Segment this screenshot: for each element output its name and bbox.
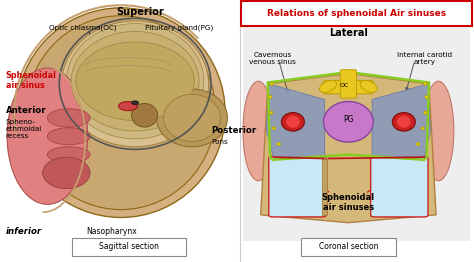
Ellipse shape [71,31,199,131]
Ellipse shape [319,80,337,92]
Text: Sphenoidal
air sinuses: Sphenoidal air sinuses [322,193,375,212]
Ellipse shape [397,116,411,128]
Text: Nasopharynx: Nasopharynx [86,227,137,236]
Text: PG: PG [343,115,354,124]
Ellipse shape [286,116,300,128]
Polygon shape [372,84,430,157]
Text: OC: OC [339,83,349,89]
Ellipse shape [47,147,90,162]
FancyBboxPatch shape [322,159,327,215]
Ellipse shape [156,89,228,147]
Text: Spheno-
ethmoidal
recess: Spheno- ethmoidal recess [6,119,42,139]
Ellipse shape [277,143,281,146]
Bar [0,0,239,262]
Ellipse shape [282,113,304,131]
Text: Superior: Superior [116,7,164,17]
Text: Optic chiasma(OC): Optic chiasma(OC) [49,25,117,31]
Ellipse shape [425,95,428,99]
Ellipse shape [47,128,90,145]
FancyBboxPatch shape [269,156,326,217]
Text: Internal carotid
artery: Internal carotid artery [397,52,452,66]
Ellipse shape [416,143,420,146]
Polygon shape [261,73,436,223]
Ellipse shape [421,127,425,130]
Ellipse shape [423,81,454,181]
FancyBboxPatch shape [371,156,428,217]
FancyBboxPatch shape [241,1,472,26]
Ellipse shape [424,111,428,114]
Ellipse shape [76,42,194,121]
Polygon shape [266,84,325,157]
Text: Cavernous
venous sinus: Cavernous venous sinus [249,52,296,66]
Text: Posterior: Posterior [211,126,256,135]
Text: inferior: inferior [6,227,42,236]
Text: Sagittal section: Sagittal section [99,242,159,252]
FancyBboxPatch shape [340,70,356,98]
FancyBboxPatch shape [323,81,374,94]
Bar [243,26,470,241]
Ellipse shape [268,95,272,99]
Ellipse shape [131,103,157,127]
Ellipse shape [118,101,137,111]
Ellipse shape [164,94,220,141]
Ellipse shape [243,81,274,181]
Ellipse shape [26,16,216,210]
Text: Pons: Pons [211,139,228,145]
Ellipse shape [323,101,373,142]
Text: Anterior: Anterior [6,106,46,115]
Ellipse shape [43,157,90,189]
Ellipse shape [360,80,377,92]
FancyBboxPatch shape [72,238,186,256]
Text: Sphenoidal
air sinus: Sphenoidal air sinus [6,71,56,90]
Bar [239,0,474,262]
Ellipse shape [66,24,204,139]
Text: Lateral: Lateral [329,28,368,37]
Ellipse shape [423,82,427,85]
Ellipse shape [62,21,209,147]
Ellipse shape [272,127,276,130]
FancyBboxPatch shape [301,238,396,256]
Ellipse shape [7,68,88,204]
Ellipse shape [47,109,90,127]
Ellipse shape [131,101,138,105]
Ellipse shape [269,111,273,114]
Ellipse shape [270,82,273,85]
Text: Pituitary gland(PG): Pituitary gland(PG) [145,25,213,31]
Ellipse shape [17,8,225,217]
Text: Relations of sphenoidal Air sinuses: Relations of sphenoidal Air sinuses [267,9,446,18]
Ellipse shape [392,113,415,131]
Text: Coronal section: Coronal section [319,242,378,252]
